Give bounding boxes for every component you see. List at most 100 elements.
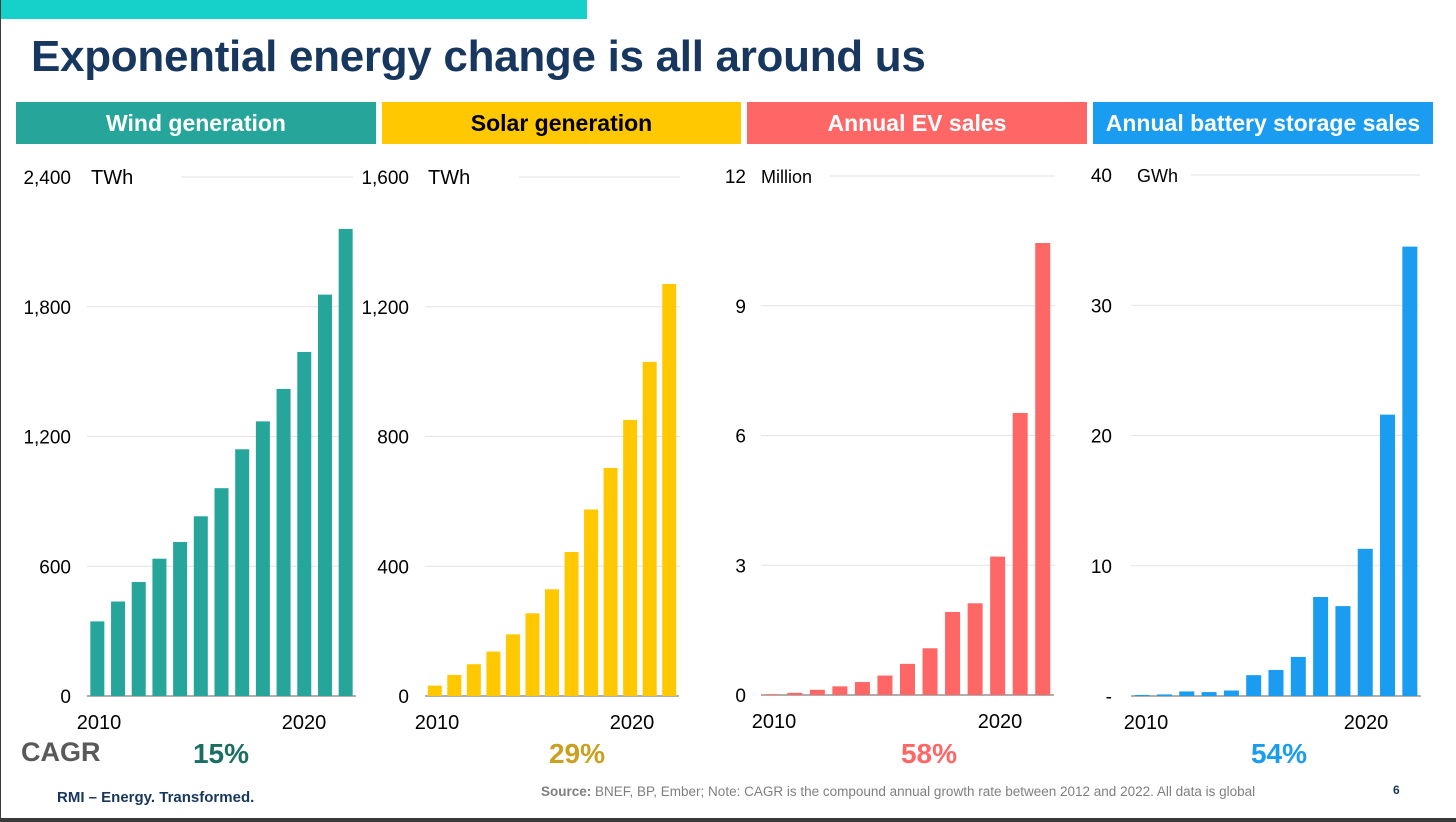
y-tick-label: 30 <box>1091 296 1112 317</box>
bar <box>193 516 208 696</box>
bar <box>255 421 270 696</box>
bar <box>1268 669 1284 696</box>
y-tick-label: 1,200 <box>361 298 409 319</box>
bar <box>1035 243 1051 695</box>
y-tick-label: 1,800 <box>23 298 71 319</box>
y-tick-label: 1,600 <box>361 168 409 189</box>
bar <box>1201 692 1217 696</box>
bar <box>173 542 188 696</box>
y-tick-label: 0 <box>735 686 746 707</box>
y-axis-unit-label: TWh <box>91 167 133 189</box>
bottom-rule <box>1 818 1456 822</box>
bar <box>1380 414 1396 696</box>
accent-bar <box>1 0 587 19</box>
bar <box>466 664 481 696</box>
bar <box>131 582 146 696</box>
bar <box>623 419 638 696</box>
header-wind-generation: Wind generation <box>16 102 376 144</box>
bar <box>1335 606 1351 696</box>
bar <box>787 692 803 695</box>
bar <box>809 689 825 695</box>
y-tick-label: 40 <box>1091 166 1112 187</box>
y-tick-label: 20 <box>1091 427 1112 448</box>
y-axis-unit-label: Million <box>761 167 812 187</box>
y-tick-label: 2,400 <box>23 168 71 189</box>
y-tick-label: 3 <box>735 556 746 577</box>
bar <box>1290 656 1306 696</box>
y-axis-unit-label: GWh <box>1137 166 1178 186</box>
x-tick-label: 2020 <box>610 712 655 734</box>
bar <box>832 686 848 695</box>
bar <box>317 294 332 696</box>
chart-annual-battery-storage-sales: - 10 20 30 40 GWh 2010 2020 <box>1091 166 1421 734</box>
bar <box>214 488 229 696</box>
brand-footer: RMI – Energy. Transformed. <box>57 789 255 806</box>
chart-annual-ev-sales: 0 3 6 9 12 Million 2010 2020 <box>725 167 1055 733</box>
bar <box>1313 597 1329 696</box>
page-title: Exponential energy change is all around … <box>31 32 926 81</box>
bar <box>297 351 312 696</box>
bar <box>603 467 618 696</box>
bar <box>111 601 126 696</box>
chart-solar-generation: 0 400 800 1,200 1,600 TWh 2010 2020 <box>361 167 680 734</box>
bar <box>152 558 167 696</box>
bar <box>764 694 780 695</box>
x-tick-label: 2020 <box>282 712 327 734</box>
x-tick-label: 2010 <box>1124 712 1169 734</box>
x-tick-label: 2020 <box>1344 712 1389 734</box>
bar <box>235 449 250 696</box>
y-tick-label: 800 <box>377 428 409 449</box>
header-annual-battery-storage-sales: Annual battery storage sales <box>1093 102 1433 144</box>
header-solar-generation: Solar generation <box>382 102 741 144</box>
bar <box>990 556 1006 695</box>
bar <box>1179 691 1195 696</box>
cagr-value-solar: 29% <box>548 738 606 769</box>
source-note: Source: BNEF, BP, Ember; Note: CAGR is t… <box>541 784 1255 799</box>
bar <box>1402 246 1418 696</box>
y-axis-unit-label: TWh <box>428 167 470 189</box>
bar <box>505 634 520 696</box>
bar <box>877 675 893 695</box>
bar <box>1357 548 1373 696</box>
y-tick-label: - <box>1106 687 1112 708</box>
page-number: 6 <box>1393 783 1400 797</box>
bar <box>900 663 915 695</box>
y-tick-label: 0 <box>60 687 71 708</box>
bar <box>1156 694 1172 696</box>
source-text: BNEF, BP, Ember; Note: CAGR is the compo… <box>591 784 1256 799</box>
y-tick-label: 10 <box>1091 557 1112 578</box>
bar <box>662 284 677 696</box>
y-tick-label: 1,200 <box>23 428 71 449</box>
y-tick-label: 600 <box>39 557 71 578</box>
y-tick-label: 9 <box>735 297 746 318</box>
bar <box>922 648 938 695</box>
y-tick-label: 0 <box>398 687 409 708</box>
bar <box>1246 675 1262 696</box>
bar <box>564 551 579 696</box>
bar <box>642 361 657 696</box>
bar <box>427 685 442 696</box>
bar <box>276 388 291 696</box>
bar <box>1223 690 1239 696</box>
chart-wind-generation: 0 600 1,200 1,800 2,400 TWh 2010 2020 <box>23 167 356 734</box>
x-tick-label: 2010 <box>77 712 122 734</box>
bar <box>486 651 501 696</box>
cagr-value-battery: 54% <box>1250 738 1308 769</box>
bar <box>967 603 983 695</box>
y-tick-label: 12 <box>725 167 746 188</box>
bar <box>525 613 540 696</box>
bar <box>338 228 353 696</box>
source-label: Source: <box>541 784 592 799</box>
bar <box>854 682 870 695</box>
bar <box>1012 413 1028 695</box>
cagr-value-ev: 58% <box>900 738 958 769</box>
bar <box>1134 694 1150 696</box>
bar <box>584 509 599 696</box>
cagr-value-wind: 15% <box>192 738 250 769</box>
header-annual-ev-sales: Annual EV sales <box>747 102 1087 144</box>
y-tick-label: 400 <box>377 557 409 578</box>
bar <box>447 674 462 696</box>
cagr-label: CAGR <box>21 737 101 767</box>
x-tick-label: 2010 <box>415 712 460 734</box>
x-tick-label: 2020 <box>978 711 1023 733</box>
